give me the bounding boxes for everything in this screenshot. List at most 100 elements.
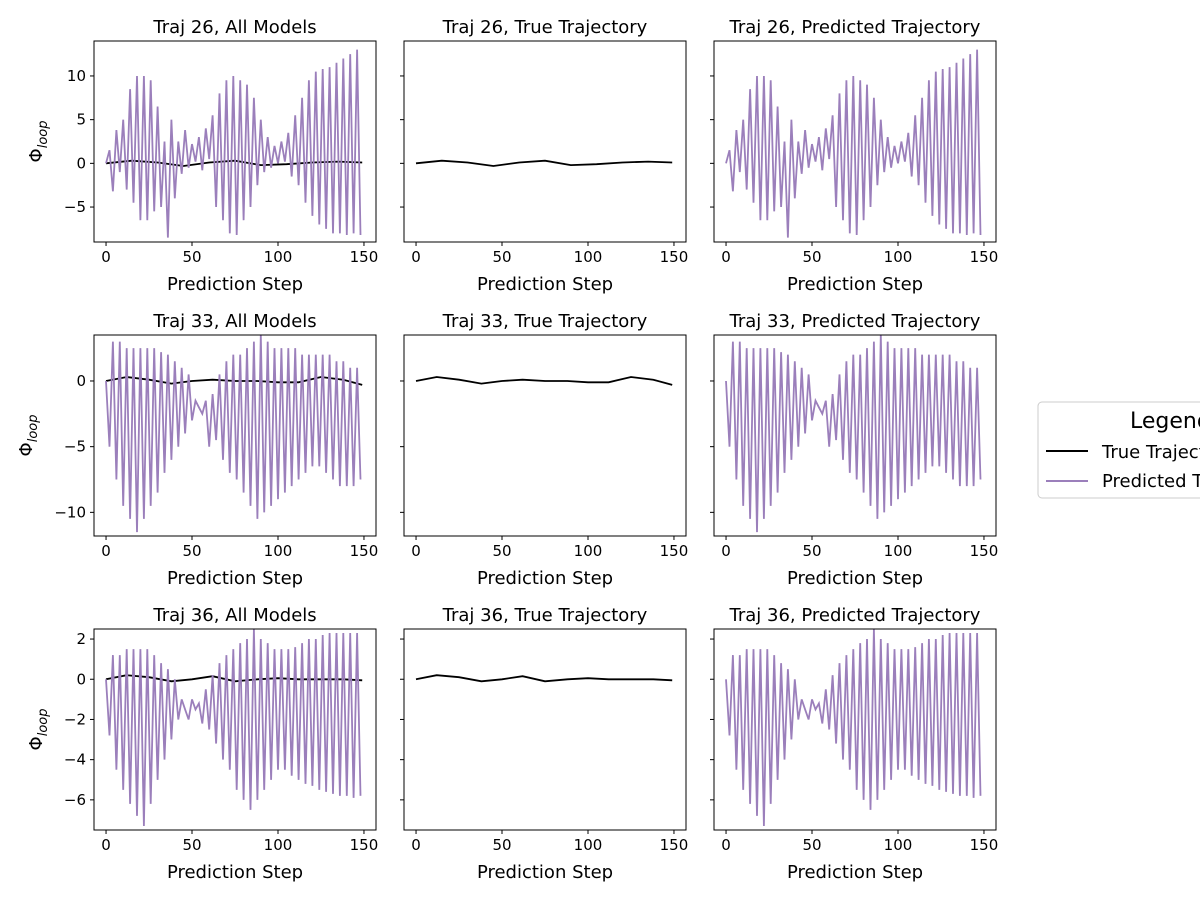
plot-frame (403, 334, 687, 537)
subplot-4: 0 50 100 150 −10 −5 0 Traj 33, All Models Predic… (16, 311, 378, 589)
x-tick-label: 150 (970, 542, 999, 560)
subplot-grid: 0 50 100 150 −5 0 5 10 Traj 26, All Models Predic… (16, 17, 998, 883)
y-axis-label-subscript: loop (26, 415, 41, 443)
x-tick-label: 100 (574, 542, 603, 560)
legend-frame (1037, 401, 1200, 499)
subplot-9: 0 50 100 150 Traj 36, Predicted Trajectory Pr… (710, 605, 998, 883)
x-tick-label: 0 (101, 248, 111, 266)
x-tick-label: 100 (264, 542, 293, 560)
x-tick-label: 100 (574, 836, 603, 854)
x-axis-label: Prediction Step (787, 862, 923, 883)
x-tick-label: 100 (264, 836, 293, 854)
x-tick-label: 100 (264, 248, 293, 266)
plot-frame (713, 334, 997, 537)
plot-frame (713, 628, 997, 831)
true-trajectory-line (415, 159, 673, 167)
subplot-8: 0 50 100 150 Traj 36, True Trajectory Predict… (400, 605, 688, 883)
subplot-title: Traj 26, True Trajectory (442, 17, 648, 38)
subplot-title: Traj 36, Predicted Trajectory (729, 605, 981, 626)
x-axis-label: Prediction Step (787, 568, 923, 589)
plot-frame (93, 40, 377, 243)
x-tick-label: 50 (182, 248, 201, 266)
x-tick-label: 0 (721, 248, 731, 266)
y-axis-label: Φloop (26, 709, 51, 751)
y-axis-label: Φloop (26, 121, 51, 163)
legend-label-predicted-trajectory: Predicted Trajectory (1102, 471, 1200, 492)
plot-frame (93, 628, 377, 831)
x-tick-label: 0 (411, 836, 421, 854)
y-tick-label: −2 (64, 710, 86, 728)
y-tick-label: −10 (54, 503, 86, 521)
y-tick-label: 10 (67, 67, 86, 85)
predicted-trajectory-line (725, 629, 982, 827)
x-tick-label: 50 (182, 836, 201, 854)
x-axis-label: Prediction Step (477, 862, 613, 883)
true-trajectory-line (105, 376, 363, 386)
legend-label-true-trajectory: True Trajectory (1101, 442, 1200, 463)
subplot-7: 0 50 100 150 −6 −4 −2 0 2 Traj 36, All Models Pred… (26, 605, 378, 883)
x-tick-label: 150 (350, 248, 379, 266)
y-tick-label: −5 (64, 198, 86, 216)
x-tick-label: 50 (492, 836, 511, 854)
subplot-6: 0 50 100 150 Traj 33, Predicted Trajectory Pr… (710, 311, 998, 589)
x-axis-label: Prediction Step (787, 274, 923, 295)
predicted-trajectory-line (725, 49, 982, 238)
x-tick-label: 0 (101, 836, 111, 854)
subplot-title: Traj 26, Predicted Trajectory (729, 17, 981, 38)
subplot-title: Traj 36, True Trajectory (442, 605, 648, 626)
x-tick-label: 150 (350, 836, 379, 854)
x-tick-label: 0 (101, 542, 111, 560)
x-tick-label: 50 (802, 542, 821, 560)
y-tick-label: −5 (64, 438, 86, 456)
x-tick-label: 150 (970, 836, 999, 854)
subplot-3: 0 50 100 150 Traj 26, Predicted Trajectory Pr… (710, 17, 998, 295)
x-tick-label: 150 (660, 836, 689, 854)
x-tick-label: 50 (182, 542, 201, 560)
x-axis-label: Prediction Step (167, 274, 303, 295)
subplot-title: Traj 36, All Models (152, 605, 316, 626)
x-axis-label: Prediction Step (167, 862, 303, 883)
x-axis-label: Prediction Step (477, 568, 613, 589)
x-tick-label: 50 (802, 248, 821, 266)
x-tick-label: 100 (884, 248, 913, 266)
y-tick-label: 0 (76, 670, 86, 688)
plot-frame (93, 334, 377, 537)
subplot-title: Traj 33, True Trajectory (442, 311, 648, 332)
plot-frame (403, 40, 687, 243)
x-tick-label: 50 (802, 836, 821, 854)
subplot-title: Traj 26, All Models (152, 17, 316, 38)
x-tick-label: 150 (660, 248, 689, 266)
legend: Legend True Trajectory Predicted Traject… (1037, 401, 1200, 499)
x-tick-label: 0 (411, 248, 421, 266)
x-axis-label: Prediction Step (477, 274, 613, 295)
subplot-5: 0 50 100 150 Traj 33, True Trajectory Predict… (400, 311, 688, 589)
y-tick-label: 2 (76, 630, 86, 648)
x-tick-label: 150 (970, 248, 999, 266)
y-axis-label-subscript: loop (36, 121, 51, 149)
subplot-title: Traj 33, All Models (152, 311, 316, 332)
predicted-trajectory-line (105, 49, 362, 238)
true-trajectory-line (415, 376, 673, 386)
plot-frame (403, 628, 687, 831)
predicted-trajectory-line (725, 335, 982, 533)
predicted-trajectory-line (105, 629, 362, 827)
x-tick-label: 100 (884, 836, 913, 854)
plot-frame (713, 40, 997, 243)
subplot-2: 0 50 100 150 Traj 26, True Trajectory Predict… (400, 17, 688, 295)
y-tick-label: −6 (64, 791, 86, 809)
x-tick-label: 50 (492, 542, 511, 560)
y-axis-label-symbol: Φ (16, 442, 37, 456)
x-tick-label: 100 (574, 248, 603, 266)
predicted-trajectory-line (105, 335, 362, 533)
y-axis-label: Φloop (16, 415, 41, 457)
x-tick-label: 150 (660, 542, 689, 560)
y-tick-label: 5 (76, 111, 86, 129)
x-tick-label: 100 (884, 542, 913, 560)
y-tick-label: −4 (64, 751, 86, 769)
legend-title: Legend (1130, 409, 1200, 434)
x-tick-label: 0 (411, 542, 421, 560)
y-tick-label: 0 (76, 372, 86, 390)
x-tick-label: 0 (721, 542, 731, 560)
